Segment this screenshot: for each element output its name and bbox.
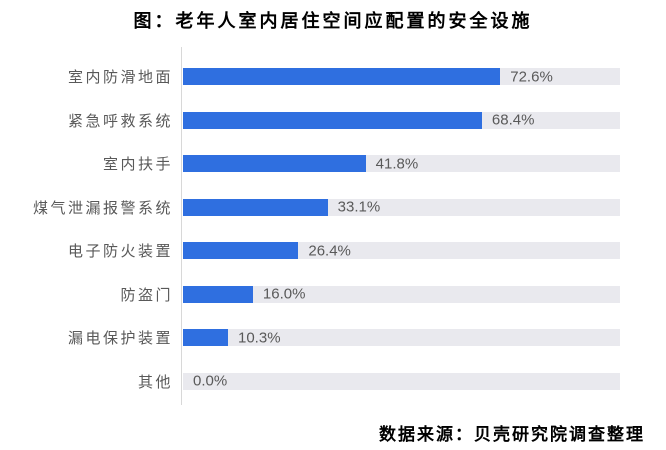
bar-track: 41.8% bbox=[183, 155, 620, 173]
chart-row: 室内扶手 41.8% bbox=[0, 142, 620, 186]
value-label: 16.0% bbox=[262, 285, 306, 303]
bar bbox=[183, 111, 482, 129]
category-label: 漏电保护装置 bbox=[67, 330, 173, 348]
category-label: 紧急呼救系统 bbox=[67, 112, 173, 130]
chart-row: 紧急呼救系统 68.4% bbox=[0, 99, 620, 143]
chart-row: 漏电保护装置 10.3% bbox=[0, 316, 620, 360]
bar-chart: 室内防滑地面 72.6% 紧急呼救系统 68.4% 室内扶手 41.8% 煤气泄… bbox=[0, 47, 620, 405]
value-label: 0.0% bbox=[193, 372, 228, 390]
value-label: 41.8% bbox=[375, 155, 419, 173]
bar bbox=[183, 329, 228, 347]
y-axis-line bbox=[181, 47, 182, 405]
category-label: 其他 bbox=[137, 373, 173, 391]
bar-track: 72.6% bbox=[183, 68, 620, 86]
value-label: 10.3% bbox=[238, 329, 281, 347]
value-label: 33.1% bbox=[337, 198, 381, 216]
bar bbox=[183, 285, 253, 303]
chart-row: 室内防滑地面 72.6% bbox=[0, 55, 620, 99]
bar bbox=[183, 198, 328, 216]
bar-track: 33.1% bbox=[183, 198, 620, 216]
chart-title: 图：老年人室内居住空间应配置的安全设施 bbox=[133, 11, 533, 31]
bar-track: 68.4% bbox=[183, 111, 620, 129]
bar-track: 0.0% bbox=[183, 372, 620, 390]
chart-row: 电子防火装置 26.4% bbox=[0, 229, 620, 273]
chart-row: 防盗门 16.0% bbox=[0, 273, 620, 317]
bar-track: 10.3% bbox=[183, 329, 620, 347]
value-label: 68.4% bbox=[491, 111, 535, 129]
category-label: 室内防滑地面 bbox=[67, 69, 173, 87]
category-label: 室内扶手 bbox=[102, 156, 173, 174]
bar-track: 16.0% bbox=[183, 285, 620, 303]
data-source: 数据来源：贝壳研究院调查整理 bbox=[379, 425, 645, 444]
category-label: 电子防火装置 bbox=[67, 243, 173, 261]
chart-row: 其他 0.0% bbox=[0, 360, 620, 404]
chart-row: 煤气泄漏报警系统 33.1% bbox=[0, 186, 620, 230]
bar bbox=[183, 68, 501, 86]
chart-rows: 室内防滑地面 72.6% 紧急呼救系统 68.4% 室内扶手 41.8% 煤气泄… bbox=[0, 47, 620, 405]
category-label: 煤气泄漏报警系统 bbox=[32, 199, 173, 217]
value-label: 72.6% bbox=[510, 68, 553, 86]
value-label: 26.4% bbox=[308, 242, 351, 260]
bar bbox=[183, 242, 299, 260]
category-label: 防盗门 bbox=[120, 286, 173, 304]
bar bbox=[183, 155, 366, 173]
bar-track: 26.4% bbox=[183, 242, 620, 260]
